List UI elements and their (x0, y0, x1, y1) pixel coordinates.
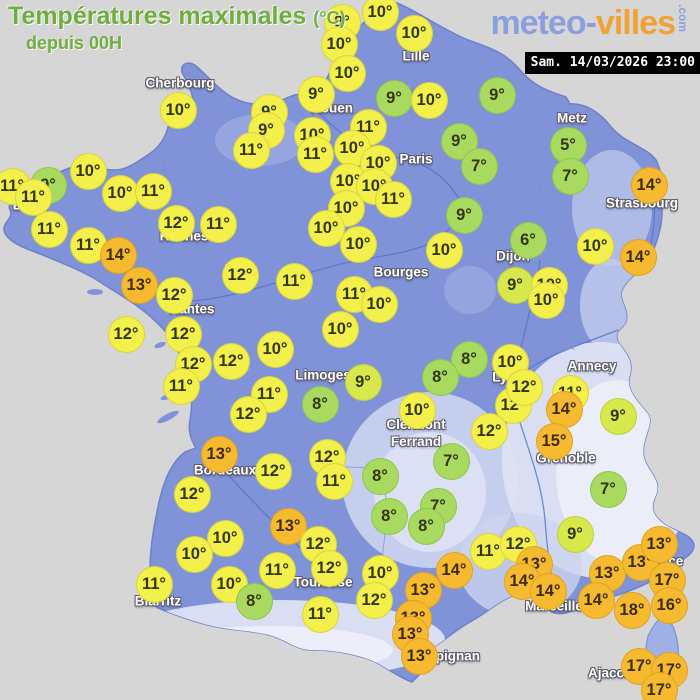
temp-bubble: 14° (435, 551, 473, 589)
temp-bubble: 12° (157, 204, 195, 242)
temp-bubble: 18° (613, 591, 651, 629)
temp-bubble: 12° (470, 412, 508, 450)
header: Températures maximales (°C) depuis 00H (8, 2, 345, 54)
date-time-bar: Sam. 14/03/2026 23:00 (524, 52, 700, 74)
temp-bubble: 12° (221, 256, 259, 294)
temp-bubble: 14° (630, 166, 668, 204)
temp-bubble: 11° (301, 595, 339, 633)
temp-bubble: 11° (14, 178, 52, 216)
temp-bubble: 13° (120, 266, 158, 304)
city-label-annecy: Annecy (567, 358, 617, 374)
temp-bubble: 12° (229, 395, 267, 433)
temp-bubble: 11° (30, 210, 68, 248)
temp-bubble: 12° (254, 452, 292, 490)
temp-bubble: 10° (398, 391, 436, 429)
temp-bubble: 11° (134, 172, 172, 210)
temp-bubble: 14° (577, 581, 615, 619)
temp-bubble: 10° (69, 152, 107, 190)
temp-bubble: 10° (328, 54, 366, 92)
temp-bubble: 13° (269, 507, 307, 545)
temp-bubble: 12° (310, 549, 348, 587)
temp-bubble: 8° (301, 385, 339, 423)
temp-bubble: 12° (164, 315, 202, 353)
city-label-bourges: Bourges (373, 264, 429, 280)
logo-part-meteo: meteo- (490, 4, 596, 42)
temp-bubble: 13° (200, 435, 238, 473)
temp-bubble: 10° (339, 225, 377, 263)
temp-bubble: 12° (355, 581, 393, 619)
temp-bubble: 7° (589, 470, 627, 508)
page-title: Températures maximales (°C) (8, 2, 345, 31)
temp-bubble: 16° (650, 586, 688, 624)
temp-bubble: 12° (505, 368, 543, 406)
temp-bubble: 14° (619, 238, 657, 276)
temp-bubble: 11° (275, 262, 313, 300)
temp-bubble: 10° (410, 81, 448, 119)
temp-bubble: 12° (212, 342, 250, 380)
temp-bubble: 9° (496, 266, 534, 304)
temp-bubble: 13° (640, 525, 678, 563)
temp-bubble: 12° (155, 276, 193, 314)
temp-bubble: 9° (344, 363, 382, 401)
temp-bubble: 11° (315, 462, 353, 500)
temp-bubble: 11° (135, 565, 173, 603)
temp-bubble: 10° (576, 227, 614, 265)
temp-bubble: 10° (175, 535, 213, 573)
page-title-unit: (°C) (313, 8, 346, 28)
temp-bubble: 11° (162, 367, 200, 405)
city-label-cherbourg: Cherbourg (145, 75, 215, 91)
temp-bubble: 14° (99, 236, 137, 274)
temp-bubble: 11° (296, 135, 334, 173)
temp-bubble: 10° (101, 174, 139, 212)
site-logo[interactable]: meteo-villes.com (490, 4, 690, 44)
temp-bubble: 10° (425, 231, 463, 269)
temp-bubble: 8° (407, 507, 445, 545)
temp-bubble: 11° (258, 551, 296, 589)
temp-bubble: 12° (107, 315, 145, 353)
temp-bubble: 10° (360, 285, 398, 323)
temp-bubble: 10° (307, 209, 345, 247)
temp-bubble: 9° (445, 196, 483, 234)
temp-bubble: 9° (478, 76, 516, 114)
temp-bubble: 6° (509, 221, 547, 259)
temp-bubble: 10° (361, 0, 399, 31)
city-label-paris: Paris (399, 151, 433, 167)
temp-bubble: 10° (256, 330, 294, 368)
temp-bubble: 10° (206, 519, 244, 557)
page-title-text: Températures maximales (8, 2, 307, 30)
temp-bubble: 8° (361, 457, 399, 495)
temp-bubble: 10° (159, 91, 197, 129)
temp-bubble: 14° (529, 572, 567, 610)
temp-bubble: 9° (599, 397, 637, 435)
temp-bubble: 10° (333, 129, 371, 167)
temp-bubble: 10° (527, 281, 565, 319)
temp-bubble: 11° (199, 205, 237, 243)
temp-bubble: 9° (375, 79, 413, 117)
logo-part-villes: villes (595, 4, 676, 42)
temp-bubble: 9° (556, 515, 594, 553)
temp-bubble: 10° (395, 14, 433, 52)
city-label-lille: Lille (402, 48, 430, 64)
temp-bubble: 7° (551, 157, 589, 195)
temp-bubble: 11° (232, 131, 270, 169)
temp-bubble: 8° (421, 358, 459, 396)
temp-bubble: 17° (640, 671, 678, 700)
temp-bubble: 8° (235, 582, 273, 620)
temp-bubble: 14° (545, 390, 583, 428)
temp-bubble: 13° (400, 637, 438, 675)
page-subtitle: depuis 00H (26, 33, 123, 53)
temp-bubble: 15° (535, 422, 573, 460)
temp-bubble: 11° (374, 180, 412, 218)
temp-bubble: 8° (370, 497, 408, 535)
city-label-limoges: Limoges (295, 367, 351, 383)
logo-suffix-com: .com (676, 4, 690, 33)
temp-bubble: 9° (297, 75, 335, 113)
temp-bubble: 12° (173, 475, 211, 513)
temp-bubble: 10° (321, 310, 359, 348)
temp-bubble: 5° (549, 126, 587, 164)
temp-bubble: 7° (460, 147, 498, 185)
city-label-metz: Metz (557, 110, 587, 126)
temp-bubble: 7° (432, 442, 470, 480)
